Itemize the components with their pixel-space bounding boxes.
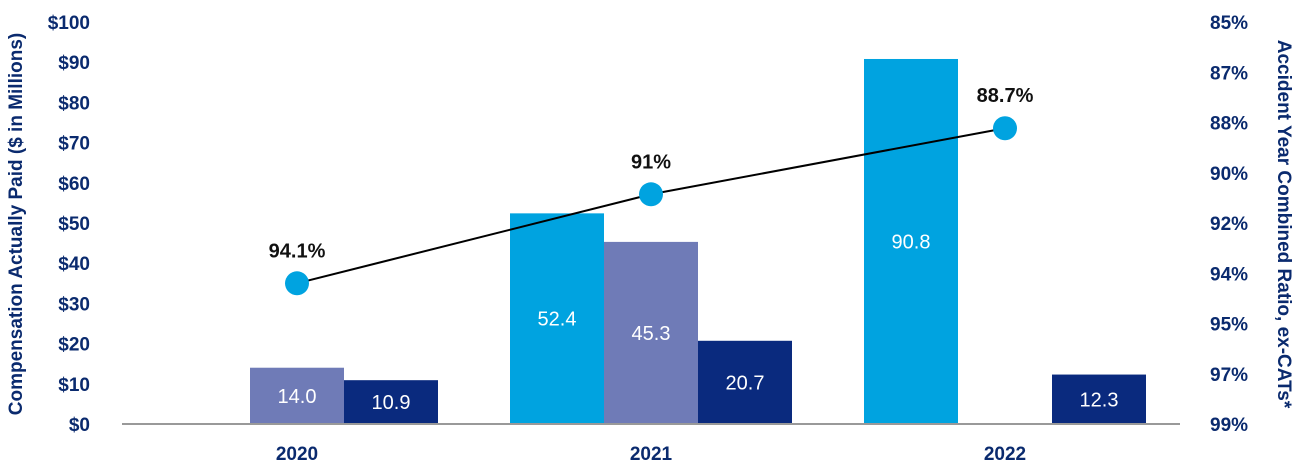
y-tick-label: $60 (58, 174, 90, 195)
bar-data-label: 10.9 (372, 392, 411, 414)
ratio-point-2022 (993, 116, 1017, 141)
bar-data-label: 20.7 (726, 372, 765, 394)
right-axis-title: Accident Year Combined Ratio, ex-CATs* (1273, 40, 1294, 409)
ratio-data-label: 94.1% (269, 240, 326, 262)
x-category-label: 2020 (276, 444, 318, 465)
bar-2020-series-2 (250, 367, 344, 424)
y-tick-label: $80 (58, 93, 90, 114)
y-tick-label: $0 (69, 415, 90, 436)
y2-tick-label: 99% (1210, 415, 1248, 436)
y2-tick-label: 94% (1210, 264, 1248, 285)
bar-2021-series-3 (698, 340, 792, 424)
left-axis-ticks: $0 $10 $20 $30 $40 $50 $60 $70 $80 $90 $100 (48, 13, 90, 436)
y-tick-label: $20 (58, 335, 90, 356)
y2-tick-label: 85% (1210, 13, 1248, 34)
y-tick-label: $100 (48, 13, 90, 34)
y2-tick-label: 90% (1210, 164, 1248, 185)
combined-ratio-line: 94.1% 91% 88.7% (269, 85, 1034, 296)
x-category-label: 2022 (984, 444, 1026, 465)
y-tick-label: $90 (58, 53, 90, 74)
y2-tick-label: 97% (1210, 365, 1248, 386)
bar-2022-series-3 (1052, 374, 1146, 424)
x-axis-categories: 2020 2021 2022 (276, 444, 1026, 465)
y-tick-label: $70 (58, 134, 90, 155)
right-axis-ticks: 99% 97% 95% 94% 92% 90% 88% 87% 85% (1210, 13, 1248, 436)
y-tick-label: $40 (58, 254, 90, 275)
y2-tick-label: 87% (1210, 63, 1248, 84)
ratio-point-2021 (639, 182, 663, 207)
left-axis-title: Compensation Actually Paid ($ in Million… (6, 33, 27, 416)
bar-data-label: 45.3 (632, 323, 671, 345)
bar-2021-series-2 (604, 241, 698, 424)
y-tick-label: $10 (58, 375, 90, 396)
bars: 52.4 90.8 14.0 45.3 10.9 20.7 12.3 (250, 58, 1146, 424)
ratio-data-label: 88.7% (977, 85, 1034, 107)
ratio-point-2020 (285, 271, 309, 296)
y2-tick-label: 95% (1210, 315, 1248, 336)
bar-data-label: 90.8 (892, 231, 931, 253)
bar-2021-series-1 (510, 213, 604, 424)
y2-tick-label: 92% (1210, 214, 1248, 235)
bar-data-label: 12.3 (1080, 389, 1119, 411)
x-category-label: 2021 (630, 444, 673, 465)
bar-data-label: 52.4 (538, 309, 577, 331)
y-tick-label: $30 (58, 294, 90, 315)
bar-2020-series-3 (344, 380, 438, 424)
bar-2022-series-1 (864, 58, 958, 424)
y2-tick-label: 88% (1210, 114, 1248, 135)
bar-data-label: 14.0 (278, 386, 317, 408)
ratio-data-label: 91% (631, 151, 671, 173)
y-tick-label: $50 (58, 214, 90, 235)
